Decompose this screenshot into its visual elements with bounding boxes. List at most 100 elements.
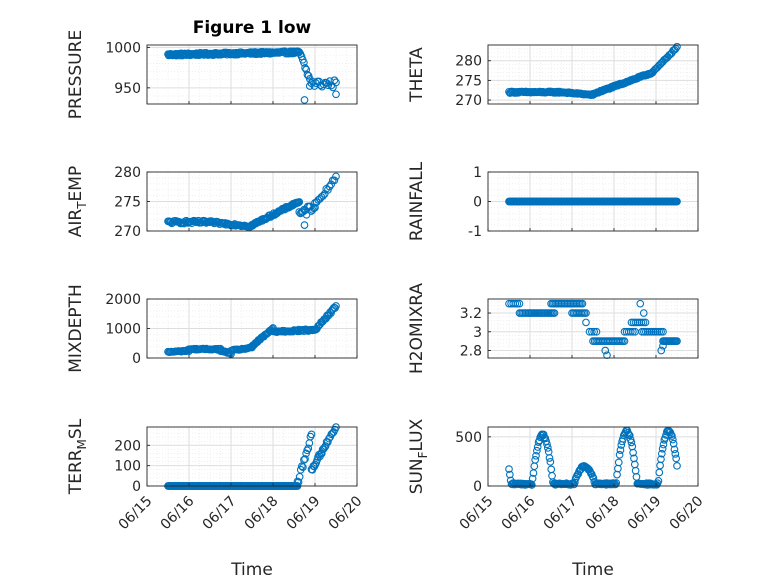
data-point (511, 299, 520, 308)
y-tick-label: 100 (114, 459, 141, 475)
data-point (635, 318, 644, 327)
data-point (668, 435, 677, 444)
data-point (670, 445, 679, 454)
x-tick-label: 06/16 (499, 493, 539, 533)
data-point (667, 430, 675, 439)
data-point (546, 457, 555, 466)
data-point (653, 63, 662, 71)
subplot-rainfall: -1 0 1 RAINFALL (407, 161, 699, 241)
data-point (616, 446, 625, 454)
data-point (296, 465, 305, 474)
x-tick-label: 06/15 (116, 493, 156, 533)
subplot-air_temp: 270 275 280 AIRTEMP (66, 165, 358, 240)
y-axis-label: MIXDEPTH (66, 284, 86, 373)
data-point (633, 318, 642, 327)
data-point (673, 42, 681, 51)
data-point (324, 81, 333, 90)
data-point (658, 444, 667, 453)
data-point (300, 96, 309, 104)
data-point (532, 451, 540, 460)
y-tick-label: 0 (473, 479, 482, 495)
y-tick-label: 950 (114, 81, 141, 97)
data-point (321, 442, 330, 450)
data-point (657, 455, 665, 464)
data-point (545, 454, 554, 462)
y-axis-label: THETA (407, 47, 427, 103)
y-axis-label: SUNFLUX (407, 418, 430, 494)
y-tick-label: 2000 (105, 292, 141, 308)
data-point (533, 446, 541, 455)
y-tick-label: 280 (455, 54, 482, 70)
data-point (505, 470, 514, 479)
data-point (631, 318, 640, 327)
data-point (672, 454, 681, 463)
y-tick-label: 3.2 (460, 306, 482, 322)
data-point (625, 431, 634, 440)
y-axis-label: RAINFALL (407, 161, 427, 241)
y-tick-label: 500 (455, 430, 482, 446)
subplot-mixdepth: 0 1000 2000 MIXDEPTH (66, 284, 358, 373)
data-point (301, 64, 309, 72)
x-tick-label: 06/19 (284, 493, 324, 533)
subplot-terr_msl: 0 100 200 06/15 06/16 06/17 06/18 06/19 06/20 Tim… (66, 418, 365, 580)
data-point (295, 198, 304, 206)
axes-box (146, 426, 358, 487)
data-point (582, 309, 590, 317)
x-tick-label: 06/15 (457, 493, 497, 533)
data-point (669, 439, 678, 448)
data-point (659, 341, 667, 350)
x-tick-label: 06/20 (667, 493, 707, 533)
data-point (629, 318, 638, 327)
data-point (588, 472, 597, 481)
data-point (641, 318, 650, 327)
data-point (671, 449, 680, 458)
data-point (639, 318, 648, 327)
data-point (654, 477, 663, 485)
data-point (649, 67, 658, 75)
data-point (303, 70, 312, 79)
data-point (607, 480, 616, 489)
data-point (651, 65, 659, 74)
y-tick-label: 270 (114, 224, 141, 240)
data-point (587, 327, 596, 336)
x-tick-label: 06/19 (625, 493, 665, 533)
data-point (658, 57, 667, 66)
data-point (639, 309, 648, 317)
data-point (280, 204, 288, 213)
data-point (540, 433, 549, 442)
y-tick-label: -1 (468, 224, 482, 240)
data-point (295, 48, 304, 57)
data-point (230, 220, 239, 228)
data-point (325, 182, 334, 191)
subplot-sun_flux: 0 500 06/15 06/16 06/17 06/18 06/19 06/20 Time SU… (407, 418, 706, 580)
data-point (307, 430, 316, 439)
y-tick-label: 0 (132, 351, 141, 367)
data-point (550, 309, 559, 317)
y-tick-label: 275 (114, 195, 141, 211)
subplot-h2omixra: 2.8 3 3.2 H2OMIXRA (407, 283, 699, 374)
data-point (603, 351, 611, 360)
axes-box (487, 298, 699, 359)
y-tick-label: 200 (114, 438, 141, 454)
data-point (665, 51, 674, 59)
data-point (668, 432, 676, 440)
chart-title: Figure 1 low (193, 18, 312, 38)
data-point (659, 327, 667, 336)
data-point (673, 197, 681, 206)
axes-box (146, 44, 358, 105)
data-point (311, 203, 319, 212)
data-point (299, 463, 307, 472)
data-point (629, 327, 637, 336)
data-point (527, 480, 535, 488)
data-point (332, 172, 340, 181)
data-point (332, 302, 340, 310)
y-tick-label: 2.8 (460, 344, 482, 360)
data-point (295, 472, 304, 481)
data-point (578, 299, 587, 308)
data-point (304, 444, 313, 453)
data-point (673, 337, 681, 345)
x-tick-label: 06/18 (242, 493, 282, 533)
subplot-pressure: 950 1000 Figure 1 low PRESSURE (66, 18, 358, 119)
data-point (627, 438, 636, 447)
x-tick-label: 06/16 (158, 493, 198, 533)
